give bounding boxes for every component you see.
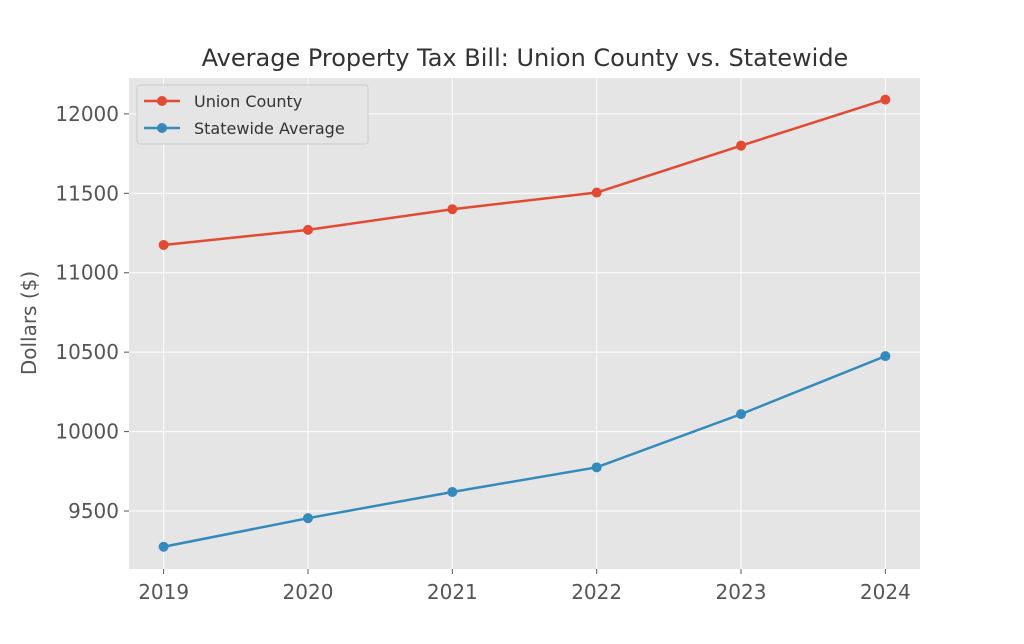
y-tick-label: 10000 xyxy=(55,420,119,444)
chart-title: Average Property Tax Bill: Union County … xyxy=(202,44,849,72)
x-tick-label: 2020 xyxy=(283,580,334,604)
legend: Union County Statewide Average xyxy=(136,84,369,145)
y-tick-label: 9500 xyxy=(68,499,119,523)
y-tick-label: 10500 xyxy=(55,340,119,364)
x-axis: 2019 2020 2021 2022 2023 2024 xyxy=(138,569,911,604)
x-tick-label: 2022 xyxy=(571,580,622,604)
y-axis: 9500 10000 10500 11000 11500 12000 xyxy=(55,102,129,523)
legend-label-statewide-average: Statewide Average xyxy=(194,119,345,138)
data-point-union-county-2019 xyxy=(158,239,169,250)
legend-marker-statewide-average xyxy=(157,123,167,133)
data-point-union-county-2020 xyxy=(302,224,313,235)
data-point-statewide-average-2022 xyxy=(591,462,602,473)
legend-label-union-county: Union County xyxy=(194,92,302,111)
legend-marker-union-county xyxy=(157,96,167,106)
data-point-statewide-average-2020 xyxy=(302,513,313,524)
x-tick-label: 2023 xyxy=(716,580,767,604)
x-tick-label: 2019 xyxy=(138,580,189,604)
y-tick-label: 12000 xyxy=(55,102,119,126)
x-tick-label: 2021 xyxy=(427,580,478,604)
series-line-statewide-average xyxy=(163,354,886,548)
data-point-union-county-2021 xyxy=(447,204,458,215)
data-point-statewide-average-2024 xyxy=(880,351,891,362)
data-point-union-county-2022 xyxy=(591,187,602,198)
y-tick-label: 11500 xyxy=(55,181,119,205)
data-point-statewide-average-2023 xyxy=(736,409,747,420)
x-tick-label: 2024 xyxy=(860,580,911,604)
series-layer xyxy=(158,94,891,552)
plot-area xyxy=(129,78,920,569)
data-point-statewide-average-2019 xyxy=(158,541,169,552)
data-point-union-county-2024 xyxy=(880,94,891,105)
y-tick-label: 11000 xyxy=(55,261,119,285)
y-axis-label: Dollars ($) xyxy=(17,271,41,375)
data-point-statewide-average-2021 xyxy=(447,486,458,497)
data-point-union-county-2023 xyxy=(736,140,747,151)
series-line-union-county xyxy=(163,98,886,247)
